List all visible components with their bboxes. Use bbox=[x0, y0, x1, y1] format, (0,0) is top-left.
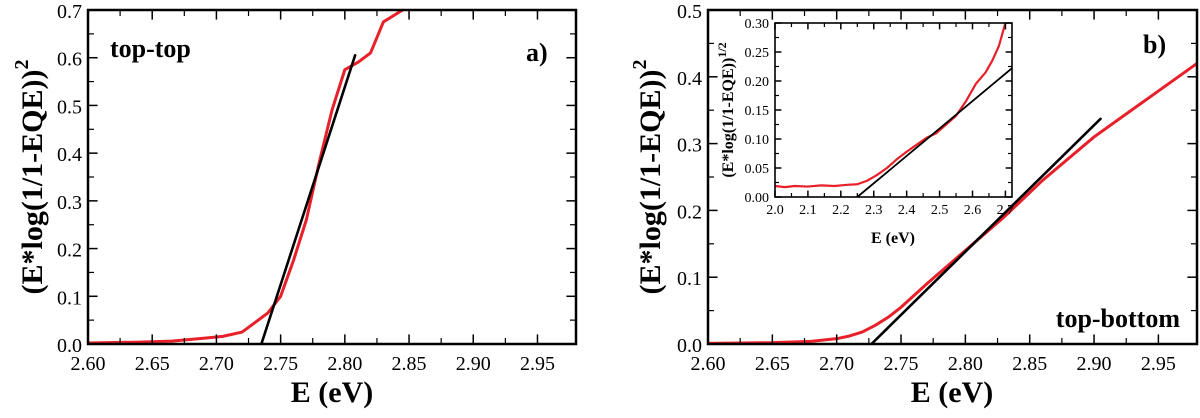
panel-a-ticks: 2.60 2.65 2.70 2.75 2.80 2.85 2.90 2.95 0.0 0.1 0.… bbox=[57, 1, 576, 375]
panel-a-x-axis-label: E (eV) bbox=[291, 376, 373, 409]
panel-a-y-tick-label: 0.4 bbox=[57, 144, 82, 166]
panel-a-linear-fit-line bbox=[260, 54, 357, 344]
panel-a-annotation: top-top bbox=[110, 34, 191, 63]
panel-b-linear-fit-line bbox=[870, 117, 1102, 344]
inset-y-axis-label-sup: 1/2 bbox=[715, 42, 729, 57]
panel-b-x-tick-label: 2.90 bbox=[1077, 353, 1112, 375]
inset-y-axis-label-main: (E*log(1/1-EQE)) bbox=[720, 58, 737, 178]
panel-b-x-tick-label: 2.60 bbox=[691, 353, 726, 375]
panel-b-plot-area bbox=[708, 61, 1197, 344]
panel-b-y-tick-label: 0.2 bbox=[677, 201, 702, 223]
panel-a-x-tick-label: 2.85 bbox=[392, 353, 427, 375]
panel-b-data-curve bbox=[708, 61, 1197, 344]
panel-b-y-tick-label: 0.0 bbox=[677, 335, 702, 357]
panel-a-plot-area bbox=[88, 10, 405, 344]
panel-a-y-axis-label-sup: 2 bbox=[11, 60, 33, 70]
panel-a-x-tick-label: 2.90 bbox=[456, 353, 491, 375]
panel-a-y-tick-label: 0.3 bbox=[57, 192, 82, 214]
panel-b-y-axis-label-sup: 2 bbox=[629, 60, 651, 70]
inset-plot-area bbox=[775, 23, 1012, 197]
panel-b-x-tick-label: 2.95 bbox=[1141, 353, 1176, 375]
inset-x-tick-label: 2.4 bbox=[898, 203, 916, 218]
inset-y-axis-label: (E*log(1/1-EQE))1/2 bbox=[715, 42, 737, 177]
inset-ticks: 2.0 2.1 2.2 2.3 2.4 2.5 2.6 2.7 0.00 0.05 0.10 0.15… bbox=[745, 17, 1015, 218]
inset-x-tick-label: 2.0 bbox=[766, 203, 784, 218]
inset-x-tick-label: 2.3 bbox=[865, 203, 883, 218]
panel-b-x-tick-label: 2.70 bbox=[819, 353, 854, 375]
panel-a-y-tick-label: 0.7 bbox=[57, 1, 82, 23]
inset-x-tick-label: 2.1 bbox=[799, 203, 817, 218]
panel-b-ticks: 2.60 2.65 2.70 2.75 2.80 2.85 2.90 2.95 0.0 0.1 0.… bbox=[677, 1, 1197, 375]
inset-y-tick-label: 0.00 bbox=[745, 191, 770, 206]
panel-b-inset: 2.0 2.1 2.2 2.3 2.4 2.5 2.6 2.7 0.00 0.05 0.10 0.15… bbox=[715, 17, 1014, 247]
inset-linear-fit-line bbox=[856, 67, 1012, 197]
inset-x-axis-label: E (eV) bbox=[871, 230, 915, 247]
panel-a-label: a) bbox=[526, 38, 548, 67]
panel-b-x-tick-label: 2.80 bbox=[948, 353, 983, 375]
panel-a-data-curve bbox=[88, 10, 405, 344]
panel-a-y-tick-label: 0.1 bbox=[57, 287, 82, 309]
panel-a-y-tick-label: 0.0 bbox=[57, 335, 82, 357]
panel-a-x-tick-label: 2.70 bbox=[199, 353, 234, 375]
panel-a-x-tick-label: 2.75 bbox=[263, 353, 298, 375]
inset-y-tick-label: 0.15 bbox=[745, 104, 770, 119]
panel-b-x-tick-label: 2.75 bbox=[884, 353, 919, 375]
panel-a-y-tick-label: 0.5 bbox=[57, 96, 82, 118]
panel-a-x-tick-label: 2.80 bbox=[327, 353, 362, 375]
inset-y-tick-label: 0.10 bbox=[745, 133, 770, 148]
inset-x-tick-label: 2.6 bbox=[964, 203, 982, 218]
panel-b: 2.60 2.65 2.70 2.75 2.80 2.85 2.90 2.95 0.0 0.1 0.… bbox=[629, 1, 1199, 409]
panel-a-x-tick-label: 2.65 bbox=[135, 353, 170, 375]
panel-b-y-tick-label: 0.5 bbox=[677, 1, 702, 23]
panel-b-x-tick-label: 2.65 bbox=[755, 353, 790, 375]
panel-a-y-tick-label: 0.6 bbox=[57, 49, 82, 71]
inset-x-tick-label: 2.7 bbox=[997, 203, 1015, 218]
panel-a: 2.60 2.65 2.70 2.75 2.80 2.85 2.90 2.95 0.0 0.1 0.… bbox=[11, 1, 578, 409]
inset-data-curve bbox=[775, 23, 1007, 189]
panel-b-y-tick-label: 0.4 bbox=[677, 68, 702, 90]
inset-background bbox=[775, 23, 1012, 197]
panel-b-x-tick-label: 2.85 bbox=[1012, 353, 1047, 375]
panel-b-y-tick-label: 0.3 bbox=[677, 135, 702, 157]
panel-b-annotation: top-bottom bbox=[1056, 304, 1181, 333]
panel-a-y-axis-label: (E*log(1/1-EQE))2 bbox=[11, 60, 49, 295]
inset-x-tick-label: 2.5 bbox=[931, 203, 949, 218]
inset-y-tick-label: 0.05 bbox=[745, 162, 770, 177]
panel-b-y-tick-label: 0.1 bbox=[677, 268, 702, 290]
inset-y-tick-label: 0.30 bbox=[745, 17, 770, 32]
inset-y-tick-label: 0.25 bbox=[745, 46, 770, 61]
inset-x-tick-label: 2.2 bbox=[832, 203, 850, 218]
panel-b-y-axis-label: (E*log(1/1-EQE))2 bbox=[629, 60, 667, 295]
panel-a-x-tick-label: 2.95 bbox=[520, 353, 555, 375]
panel-b-x-axis-label: E (eV) bbox=[911, 376, 993, 409]
panel-a-y-tick-label: 0.2 bbox=[57, 240, 82, 262]
panel-b-y-axis-label-main: (E*log(1/1-EQE)) bbox=[634, 70, 667, 295]
panel-b-label: b) bbox=[1143, 30, 1166, 59]
panel-a-y-axis-label-main: (E*log(1/1-EQE)) bbox=[16, 70, 49, 295]
inset-y-tick-label: 0.20 bbox=[745, 75, 770, 90]
panel-a-x-tick-label: 2.60 bbox=[71, 353, 106, 375]
